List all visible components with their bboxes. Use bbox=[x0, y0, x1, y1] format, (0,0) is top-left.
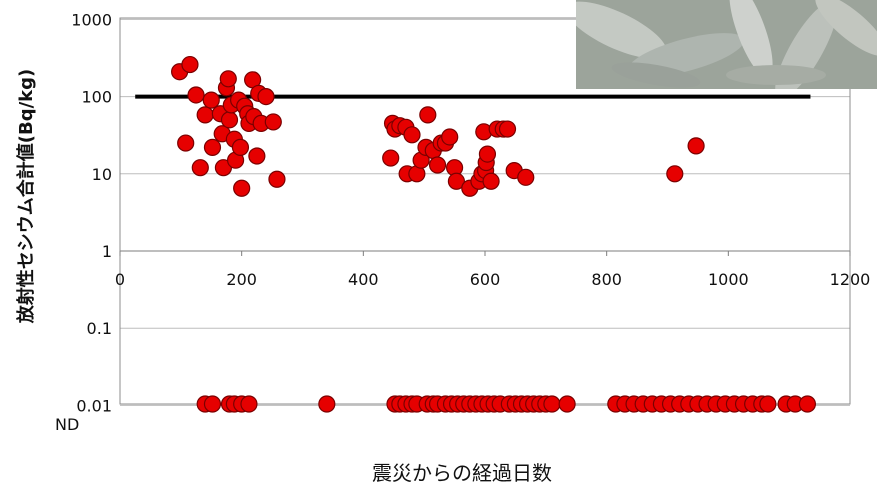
data-point bbox=[498, 120, 517, 138]
data-point bbox=[428, 156, 447, 174]
data-points-layer bbox=[171, 55, 705, 197]
data-point bbox=[191, 159, 209, 177]
data-point bbox=[231, 138, 250, 156]
data-point bbox=[219, 70, 237, 88]
nd-label: ND bbox=[55, 415, 79, 434]
data-point bbox=[441, 128, 459, 146]
y-axis-title: 放射性セシウム合計値(Bq/kg) bbox=[15, 69, 37, 325]
fish-photo-icon bbox=[576, 0, 877, 89]
nd-point bbox=[558, 395, 576, 413]
data-point bbox=[187, 86, 205, 104]
data-point bbox=[478, 145, 497, 163]
y-tick-label: 1000 bbox=[71, 10, 112, 29]
nd-points-layer bbox=[196, 395, 817, 413]
x-tick-label: 0 bbox=[115, 270, 125, 289]
data-point bbox=[482, 172, 500, 190]
data-point bbox=[517, 168, 535, 186]
x-tick-label: 1200 bbox=[830, 270, 871, 289]
x-tick-label: 200 bbox=[226, 270, 257, 289]
data-point bbox=[203, 138, 222, 156]
data-point bbox=[177, 134, 195, 152]
nd-point bbox=[759, 395, 777, 413]
x-tick-label: 400 bbox=[348, 270, 379, 289]
x-tick-label: 800 bbox=[591, 270, 622, 289]
y-tick-label: 0.01 bbox=[76, 396, 112, 415]
data-point bbox=[257, 87, 275, 106]
y-tick-label: 1 bbox=[102, 242, 112, 261]
data-point bbox=[382, 149, 400, 167]
data-point bbox=[181, 55, 199, 74]
data-point bbox=[419, 106, 437, 124]
nd-point bbox=[240, 395, 258, 413]
y-tick-labels: 1000 100 10 1 0.1 0.01 bbox=[71, 10, 112, 415]
data-point bbox=[248, 147, 266, 165]
data-point bbox=[268, 170, 286, 188]
x-tick-label: 600 bbox=[470, 270, 501, 289]
data-point bbox=[202, 91, 220, 109]
data-point bbox=[220, 111, 239, 129]
data-point bbox=[687, 137, 705, 155]
data-point bbox=[403, 126, 421, 144]
nd-point bbox=[543, 395, 561, 413]
nd-point bbox=[318, 395, 336, 413]
data-point bbox=[233, 179, 251, 197]
y-tick-label: 10 bbox=[92, 165, 112, 184]
data-point bbox=[196, 106, 214, 124]
fish-photo bbox=[576, 0, 877, 89]
x-axis-title: 震災からの経過日数 bbox=[372, 461, 552, 485]
x-tick-label: 1000 bbox=[708, 270, 749, 289]
nd-point bbox=[798, 395, 817, 413]
data-point bbox=[447, 172, 466, 190]
x-tick-labels: 0 200 400 600 800 1000 1200 bbox=[115, 251, 870, 289]
y-tick-label: 100 bbox=[81, 88, 112, 107]
data-point bbox=[264, 113, 282, 131]
y-tick-label: 0.1 bbox=[87, 319, 112, 338]
nd-point bbox=[203, 395, 222, 413]
data-point bbox=[666, 165, 684, 183]
